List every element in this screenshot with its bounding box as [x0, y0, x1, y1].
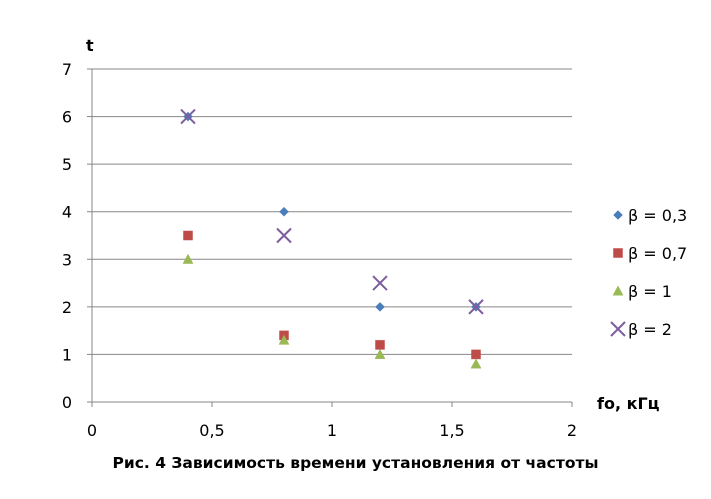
y-tick-label: 7	[62, 60, 72, 79]
x-tick-label: 1	[327, 421, 337, 440]
legend-label: β = 1	[628, 282, 672, 301]
legend-label: β = 2	[628, 320, 672, 339]
data-point	[470, 358, 482, 369]
legend-item: β = 0,7	[613, 244, 687, 263]
x-axis-title: fo, кГц	[597, 394, 660, 413]
tick-labels: 0 1 2 3 4 5 6 7 0 0,5 1 1,5 2	[62, 60, 577, 440]
legend-item: β = 0,3	[613, 206, 687, 225]
legend-marker	[612, 285, 624, 296]
legend-item: β = 2	[610, 320, 672, 339]
data-point	[471, 349, 481, 360]
x-marker-stroke	[610, 321, 626, 337]
y-axis-title: t	[86, 36, 94, 55]
legend-marker	[613, 248, 623, 258]
legend: β = 0,3 β = 0,7 β = 1 β = 2	[610, 206, 687, 339]
data-point	[375, 302, 385, 312]
legend-marker	[613, 210, 623, 220]
data-point	[182, 253, 194, 264]
x-tick-label: 0	[87, 421, 97, 440]
x-tick-label: 0,5	[199, 421, 224, 440]
legend-label: β = 0,3	[628, 206, 687, 225]
legend-item: β = 1	[612, 282, 672, 301]
x-tick-label: 1,5	[439, 421, 464, 440]
x-marker-stroke	[372, 275, 388, 291]
axes	[87, 68, 573, 407]
data-points	[180, 108, 484, 369]
y-tick-label: 5	[62, 155, 72, 174]
x-marker-stroke	[468, 299, 484, 315]
gridlines	[92, 68, 572, 355]
figure-caption: Рис. 4 Зависимость времени установления …	[112, 454, 599, 472]
y-tick-label: 6	[62, 108, 72, 127]
data-point	[180, 108, 196, 125]
y-tick-label: 3	[62, 250, 72, 269]
data-point	[374, 348, 386, 359]
data-point	[276, 227, 292, 244]
data-point	[279, 206, 289, 217]
y-tick-label: 4	[62, 203, 72, 222]
data-point	[278, 334, 290, 345]
legend-label: β = 0,7	[628, 244, 687, 263]
legend-marker	[610, 321, 626, 337]
x-marker-stroke	[276, 227, 292, 244]
data-point	[372, 275, 388, 291]
y-tick-label: 0	[62, 393, 72, 412]
x-tick-label: 2	[567, 421, 577, 440]
data-point	[375, 340, 385, 350]
x-marker-stroke	[180, 108, 196, 125]
y-tick-label: 1	[62, 345, 72, 364]
data-point	[183, 230, 193, 241]
data-point	[468, 299, 484, 315]
y-tick-label: 2	[62, 298, 72, 317]
